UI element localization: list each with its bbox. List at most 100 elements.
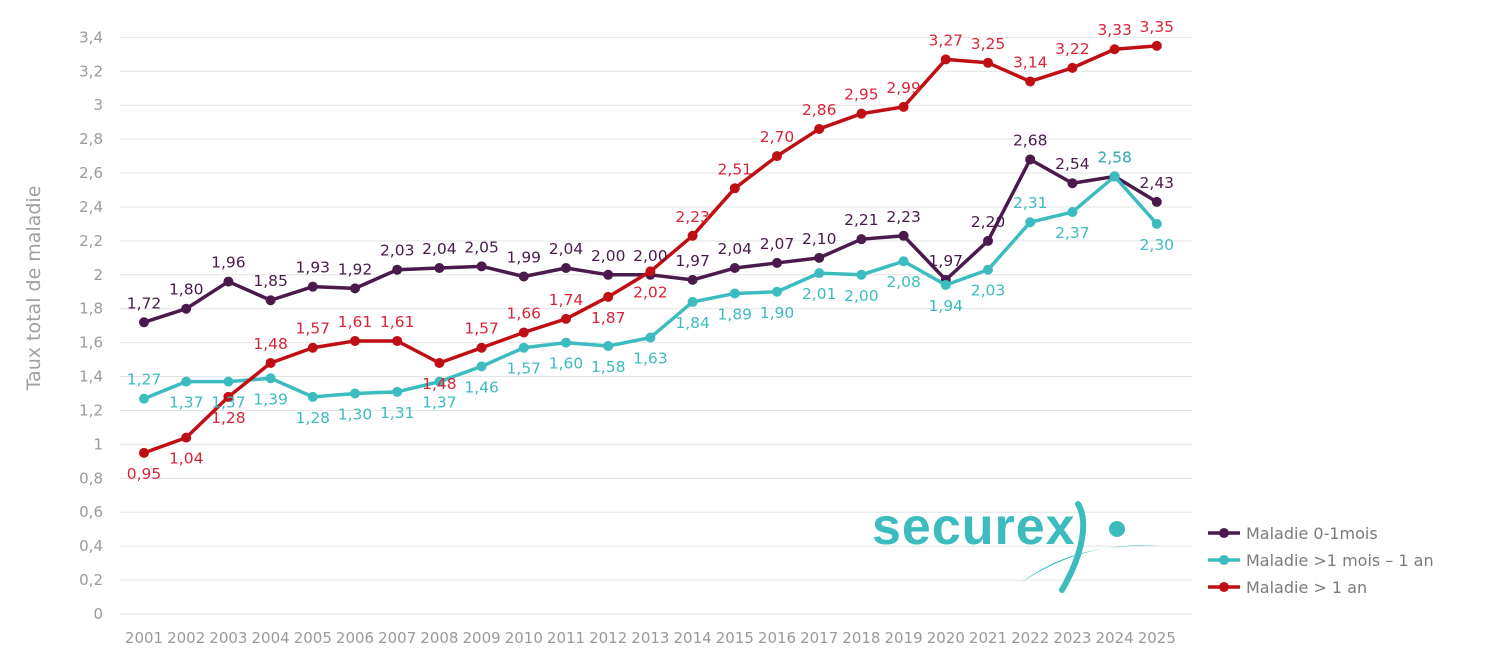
- x-tick-label: 2022: [1011, 629, 1049, 647]
- x-tick-label: 2019: [885, 629, 923, 647]
- data-label: 1,30: [338, 406, 373, 424]
- legend: Maladie 0-1mois Maladie >1 mois – 1 an Mal…: [1208, 524, 1434, 597]
- data-point: [392, 264, 403, 275]
- y-tick-label: 0: [93, 605, 103, 623]
- legend-item: Maladie 0-1mois: [1208, 524, 1378, 543]
- y-tick-label: 2,4: [79, 198, 103, 216]
- data-point: [1151, 196, 1162, 207]
- data-label: 1,57: [507, 360, 542, 378]
- data-point: [518, 271, 529, 282]
- data-label: 1,93: [296, 259, 331, 277]
- data-label: 1,89: [718, 305, 753, 323]
- data-label: 1,87: [591, 309, 626, 327]
- data-point: [983, 264, 993, 275]
- data-point: [1151, 218, 1162, 229]
- data-point: [1067, 178, 1078, 189]
- x-tick-label: 2024: [1096, 629, 1134, 647]
- data-label: 2,86: [802, 101, 837, 119]
- data-point: [476, 342, 487, 353]
- data-point: [645, 332, 656, 343]
- y-tick-label: 1,6: [79, 334, 103, 352]
- data-label: 3,14: [1013, 53, 1048, 71]
- legend-marker: [1219, 528, 1229, 538]
- data-label: 1,37: [211, 394, 246, 412]
- data-point: [307, 281, 318, 292]
- data-label: 2,30: [1140, 236, 1175, 254]
- data-point: [983, 235, 993, 246]
- data-point: [223, 276, 234, 287]
- data-point: [181, 376, 192, 387]
- x-tick-label: 2009: [463, 629, 501, 647]
- y-axis-label: Taux total de maladie: [23, 186, 45, 392]
- data-label: 1,57: [296, 320, 331, 338]
- data-point: [687, 230, 698, 241]
- data-point: [814, 252, 825, 263]
- data-point: [856, 269, 867, 280]
- data-point: [518, 342, 529, 353]
- data-point: [603, 341, 614, 352]
- data-labels: 1,72 1,80 1,96 1,85 1,93 1,92 2,03 2,04 2,05 1,99…: [127, 18, 1174, 483]
- x-tick-label: 2005: [294, 629, 332, 647]
- x-tick-label: 2008: [420, 629, 458, 647]
- data-point: [223, 376, 234, 387]
- x-tick-label: 2016: [758, 629, 796, 647]
- data-point: [265, 373, 276, 384]
- x-tick-label: 2023: [1053, 629, 1091, 647]
- y-tick-label: 0,8: [79, 469, 103, 487]
- x-tick-label: 2002: [167, 629, 205, 647]
- x-tick-label: 2015: [716, 629, 754, 647]
- data-label: 1,90: [760, 304, 795, 322]
- data-point: [223, 391, 234, 402]
- data-point: [856, 234, 867, 245]
- data-label: 1,92: [338, 260, 373, 278]
- logo-text: securex: [872, 498, 1076, 556]
- data-label: 2,54: [1055, 155, 1090, 173]
- data-point: [265, 357, 276, 368]
- data-point: [518, 327, 529, 338]
- legend-marker: [1219, 555, 1229, 565]
- data-label: 1,28: [211, 409, 246, 427]
- data-label: 2,21: [844, 211, 879, 229]
- data-label: 1,04: [169, 450, 204, 468]
- data-point: [603, 269, 614, 280]
- data-label: 2,70: [760, 128, 795, 146]
- data-label: 2,58: [1097, 148, 1132, 166]
- data-point: [729, 263, 740, 274]
- data-label: 2,51: [718, 160, 753, 178]
- data-label: 1,66: [507, 304, 542, 322]
- data-label: 2,99: [886, 79, 921, 97]
- data-label: 2,23: [675, 208, 710, 226]
- data-label: 1,37: [422, 394, 457, 412]
- data-label: 2,10: [802, 230, 837, 248]
- data-point: [1151, 40, 1162, 51]
- data-label: 1,61: [338, 313, 373, 331]
- data-point: [898, 101, 909, 112]
- data-point: [350, 283, 360, 294]
- data-point: [350, 335, 360, 346]
- data-point: [1025, 217, 1036, 228]
- data-label: 1,84: [675, 314, 710, 332]
- y-axis-ticks: 0 0,2 0,4 0,6 0,8 1 1,2 1,4 1,6 1,8 2 2,2 2,4 2,6 2,8 3…: [79, 28, 103, 623]
- x-tick-label: 2013: [631, 629, 669, 647]
- data-label: 1,57: [464, 320, 499, 338]
- data-label: 2,58: [1097, 148, 1132, 166]
- series-lines: [139, 40, 1162, 458]
- data-label: 1,39: [253, 390, 288, 408]
- data-point: [434, 263, 445, 274]
- y-tick-label: 3,4: [79, 28, 103, 46]
- x-tick-label: 2006: [336, 629, 374, 647]
- y-tick-label: 1: [93, 435, 103, 453]
- grid-lines: [120, 36, 1192, 615]
- data-label: 2,08: [886, 273, 921, 291]
- data-label: 2,03: [380, 242, 415, 260]
- data-label: 2,00: [633, 247, 668, 265]
- data-label: 1,46: [464, 378, 499, 396]
- data-label: 1,72: [127, 294, 162, 312]
- data-label: 2,68: [1013, 131, 1048, 149]
- y-tick-label: 0,4: [79, 537, 103, 555]
- x-tick-label: 2014: [674, 629, 712, 647]
- data-point: [898, 230, 909, 241]
- legend-label: Maladie 0-1mois: [1246, 524, 1378, 543]
- data-point: [940, 279, 951, 290]
- y-tick-label: 0,2: [79, 571, 103, 589]
